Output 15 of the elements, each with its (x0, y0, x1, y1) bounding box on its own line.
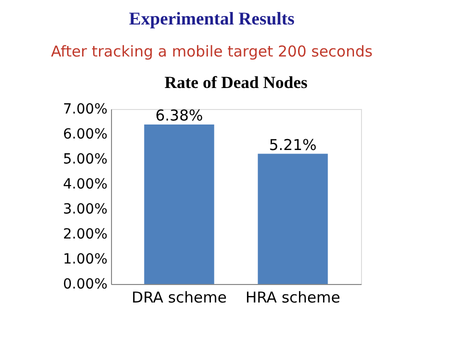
y-tick-label: 1.00% (63, 252, 108, 268)
y-tick-label: 7.00% (63, 102, 108, 118)
y-tick-label: 6.00% (63, 126, 108, 142)
y-tick-label: 3.00% (63, 202, 108, 218)
x-tick-label: HRA scheme (245, 288, 340, 306)
x-tick-label: DRA scheme (132, 288, 227, 306)
y-tick-label: 2.00% (63, 226, 108, 242)
y-tick-label: 5.00% (63, 152, 108, 168)
text: 5.21% (268, 136, 317, 154)
y-tick-label: 4.00% (63, 176, 108, 192)
text: Rate of Dead Nodes (164, 73, 308, 92)
y-tick-label: 0.00% (63, 276, 108, 292)
chart-title: Experimental Results (129, 8, 295, 28)
text: 6.38% (155, 106, 204, 124)
chart-subtitle: After tracking a mobile target 200 seconds (50, 42, 373, 60)
